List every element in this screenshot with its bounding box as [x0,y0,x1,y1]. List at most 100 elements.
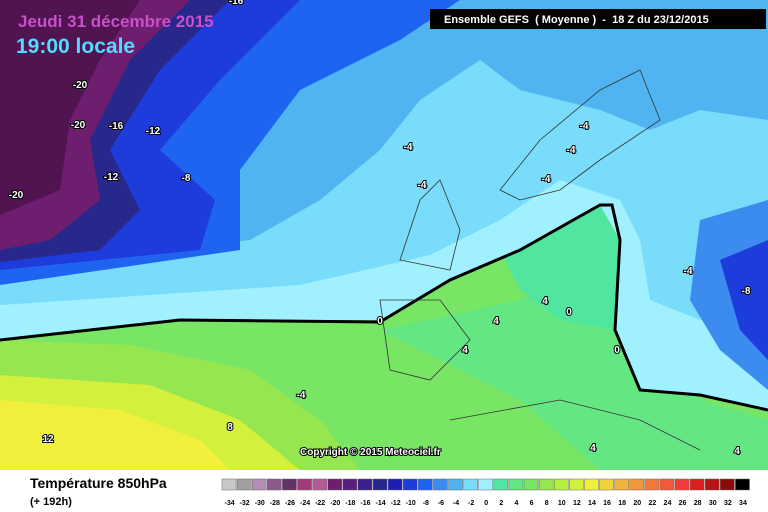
legend-swatch [569,478,584,491]
legend-tick-label: 14 [588,500,596,507]
run-box [430,9,766,29]
legend-tick-label: -10 [406,500,416,507]
legend-swatch [735,478,750,491]
contour-label: 12 [42,434,54,445]
legend-swatch [614,478,629,491]
legend-swatch [629,478,645,491]
contour-label: -12 [104,172,119,183]
footer [0,470,768,512]
legend-tick-label: -6 [438,500,444,507]
legend-swatch [493,478,509,491]
contour-label: 4 [493,316,499,327]
legend-swatch [644,478,660,491]
legend-tick-label: 8 [545,500,549,507]
legend-swatch [448,478,463,491]
legend-tick-label: 16 [603,500,611,507]
legend-tick-label: 6 [530,500,534,507]
legend-tick-label: 34 [739,500,747,507]
legend-swatch [327,478,343,491]
contour-label: -8 [182,173,191,184]
legend-swatch [236,478,252,491]
contour-label: 0 [614,345,620,356]
contour-label: -4 [580,121,589,132]
legend-tick-label: 24 [664,500,672,507]
field-title: Température 850hPa [30,475,167,491]
contour-label: -4 [567,145,576,156]
run-info: Ensemble GEFS ( Moyenne ) - 18 Z du 23/1… [444,14,709,26]
legend-swatch [599,478,614,491]
temperature-field [0,0,768,470]
contour-label: 4 [734,446,740,457]
legend-tick-label: 28 [694,500,702,507]
legend-tick-label: 20 [633,500,641,507]
contour-label: -20 [73,80,88,91]
date: Jeudi 31 décembre 2015 [18,12,214,31]
legend-swatch [478,478,494,491]
legend-swatch [312,478,327,491]
contour-label: -20 [9,190,24,201]
legend-tick-label: -22 [315,500,325,507]
legend-swatch [433,478,448,491]
contour-label: -16 [109,121,124,132]
contour-label: -8 [742,286,751,297]
contour-label: -4 [404,142,413,153]
legend-swatch [584,478,599,491]
legend-swatch [357,478,373,491]
legend-swatch [674,478,690,491]
legend-tick-label: 4 [514,500,518,507]
contour-label: 0 [566,307,572,318]
legend-tick-label: -20 [330,500,340,507]
legend-swatch [297,478,312,491]
legend-swatch [387,478,403,491]
legend-swatch [251,478,267,491]
legend-tick-label: 10 [558,500,566,507]
legend-tick-label: -16 [360,500,370,507]
legend-swatch [538,478,554,491]
legend-tick-label: -4 [453,500,459,507]
legend-tick-label: 30 [709,500,717,507]
legend-swatch [720,478,735,491]
legend-tick-label: -32 [240,500,250,507]
contour-label: -4 [418,180,427,191]
legend-swatch [463,478,478,491]
contour-label: -4 [297,390,306,401]
contour-label: -4 [684,266,693,277]
legend-swatch [221,478,237,491]
contour-label: 8 [227,422,233,433]
contour-label: 4 [590,443,596,454]
legend-tick-label: 32 [724,500,732,507]
legend-swatch [553,478,569,491]
contour-label: -12 [146,126,161,137]
lead-time: (+ 192h) [30,496,72,508]
contour-label: -16 [229,0,244,7]
contour-label: -20 [71,120,86,131]
legend-swatch [523,478,539,491]
legend-swatch [372,478,388,491]
legend-tick-label: -28 [270,500,280,507]
contour-labels: -16 -20 -20 -16 -12 -20 -12 -8 -4 -4 -4 -4 -4 -4 -8 0 4 4… [8,0,752,458]
contour-label: -4 [542,174,551,185]
legend-tick-label: -12 [391,500,401,507]
legend-swatch [418,478,433,491]
color-legend: -34 -32 -30 -28 -26 -24 -22 -20 -18 -16 -14 -12 -10-… [221,478,750,507]
legend-tick-label: -34 [224,500,234,507]
legend-swatch [689,478,705,491]
legend-tick-label: 0 [484,500,488,507]
legend-tick-label: -30 [255,500,265,507]
legend-tick-label: -24 [300,500,310,507]
legend-tick-label: 22 [648,500,656,507]
legend-tick-label: 26 [679,500,687,507]
legend-tick-label: -26 [285,500,295,507]
legend-tick-label: -8 [423,500,429,507]
legend-tick-label: -14 [375,500,385,507]
legend-swatch [267,478,282,491]
legend-swatch [282,478,297,491]
legend-tick-label: -2 [468,500,474,507]
contour-label: 4 [462,345,468,356]
copyright: Copyright © 2015 Meteociel.fr [300,447,441,458]
legend-tick-label: 18 [618,500,626,507]
legend-tick-label: -18 [345,500,355,507]
legend-tick-label: 2 [499,500,503,507]
